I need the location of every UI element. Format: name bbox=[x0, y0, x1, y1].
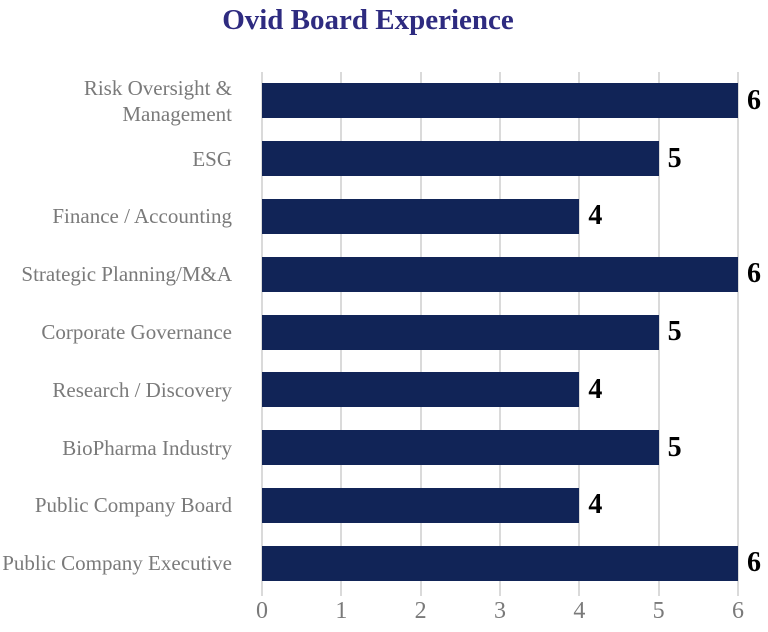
bar bbox=[262, 545, 738, 581]
bar-row: Strategic Planning/M&A 6 bbox=[0, 245, 768, 303]
bar-track: 5 bbox=[262, 314, 738, 350]
bar-row: Public Company Executive 6 bbox=[0, 534, 768, 592]
value-label: 5 bbox=[667, 431, 682, 463]
x-tick-label: 1 bbox=[335, 598, 348, 624]
bar bbox=[262, 487, 580, 523]
value-label: 4 bbox=[588, 373, 603, 405]
category-label: Public Company Board bbox=[34, 493, 232, 518]
bar-row: ESG 5 bbox=[0, 130, 768, 188]
value-label: 6 bbox=[747, 258, 761, 290]
value-label: 6 bbox=[747, 547, 761, 579]
category-label: Public Company Executive bbox=[2, 551, 232, 576]
bar-rows: Risk Oversight & Management 6 ESG 5 Finance … bbox=[0, 72, 768, 592]
bar-row: Public Company Board 4 bbox=[0, 476, 768, 534]
bar-track: 6 bbox=[262, 83, 761, 119]
value-label: 4 bbox=[588, 489, 603, 521]
chart-title: Ovid Board Experience bbox=[222, 4, 514, 36]
x-tick-label: 6 bbox=[732, 598, 744, 624]
category-label: Strategic Planning/M&A bbox=[21, 262, 232, 287]
bar bbox=[262, 83, 738, 119]
bar bbox=[262, 314, 659, 350]
bar-track: 5 bbox=[262, 141, 738, 177]
value-label: 5 bbox=[667, 142, 682, 174]
gridline-x6 bbox=[737, 72, 739, 596]
gridline-x5 bbox=[657, 72, 660, 596]
x-tick-label: 2 bbox=[414, 598, 427, 624]
bar-row: Risk Oversight & Management 6 bbox=[0, 72, 768, 130]
category-label: Finance / Accounting bbox=[52, 204, 232, 229]
x-tick-label: 3 bbox=[494, 598, 506, 624]
bar-row: BioPharma Industry 5 bbox=[0, 419, 768, 477]
bar bbox=[262, 256, 738, 292]
bar-row: Finance / Accounting 4 bbox=[0, 188, 768, 246]
bar-track: 4 bbox=[262, 198, 738, 234]
bar-track: 4 bbox=[262, 487, 738, 523]
x-axis: 0 1 2 3 4 5 6 bbox=[256, 598, 744, 632]
bar-row: Research / Discovery 4 bbox=[0, 361, 768, 419]
category-label: ESG bbox=[192, 146, 232, 171]
bar-track: 5 bbox=[262, 430, 738, 466]
category-label: Risk Oversight & Management bbox=[83, 75, 232, 126]
bar-track: 6 bbox=[262, 256, 761, 292]
category-label: Research / Discovery bbox=[52, 377, 232, 402]
bar-track: 6 bbox=[262, 545, 761, 581]
category-label: Corporate Governance bbox=[41, 320, 232, 344]
value-label: 6 bbox=[747, 84, 761, 116]
bar bbox=[262, 141, 659, 177]
value-label: 5 bbox=[667, 316, 682, 348]
value-label: 4 bbox=[588, 200, 603, 232]
x-tick-label: 0 bbox=[256, 598, 268, 624]
x-tick-label: 5 bbox=[652, 598, 665, 624]
bar-row: Corporate Governance 5 bbox=[0, 303, 768, 361]
category-label: BioPharma Industry bbox=[62, 435, 232, 460]
bar bbox=[262, 430, 659, 466]
bar bbox=[262, 198, 580, 234]
x-tick-label: 4 bbox=[573, 598, 586, 624]
bar-track: 4 bbox=[262, 372, 738, 408]
bar bbox=[262, 372, 580, 408]
